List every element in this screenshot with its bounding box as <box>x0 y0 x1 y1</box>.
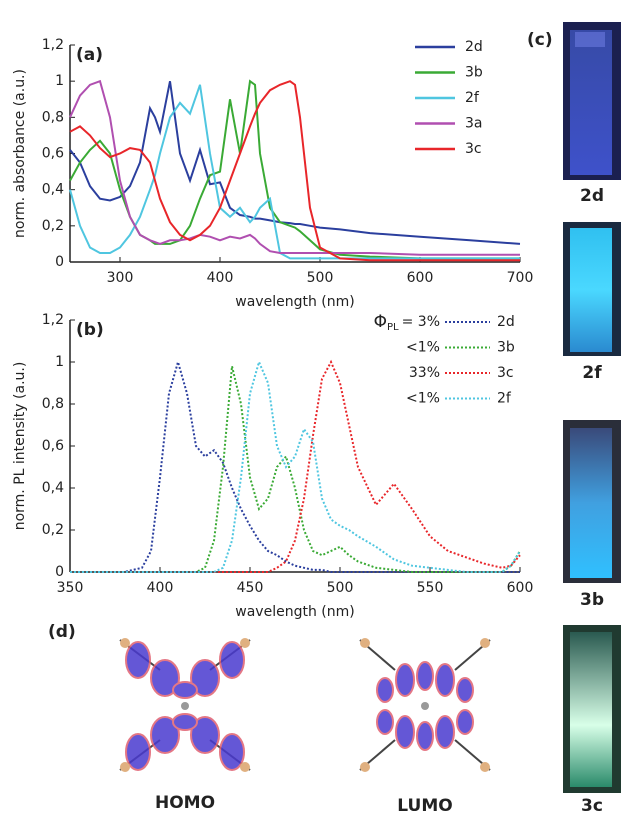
photo <box>563 22 621 180</box>
x-tick-label: 350 <box>57 580 84 596</box>
yield-label: ΦPL = 3% <box>374 312 440 333</box>
x-axis-label: wavelength (nm) <box>235 294 354 310</box>
yield-label: <1% <box>406 340 440 356</box>
y-tick-label: 1,2 <box>42 37 64 53</box>
orbital-label: HOMO <box>155 793 215 813</box>
x-tick-label: 400 <box>147 580 174 596</box>
y-tick-label: 1 <box>55 73 64 89</box>
lumo-orbital <box>359 638 491 772</box>
y-tick-label: 0,4 <box>42 182 64 198</box>
panel-label: (d) <box>48 622 76 642</box>
y-tick-label: 0,2 <box>42 522 64 538</box>
y-tick-label: 0,2 <box>42 218 64 234</box>
panel-label: (a) <box>76 45 103 65</box>
x-tick-label: 700 <box>507 270 534 286</box>
legend-label: 3c <box>465 141 482 157</box>
x-tick-label: 600 <box>407 270 434 286</box>
legend-label: 3b <box>497 340 515 356</box>
x-tick-label: 550 <box>417 580 444 596</box>
x-tick-label: 400 <box>207 270 234 286</box>
series-line <box>70 359 521 573</box>
series-line <box>69 79 520 256</box>
x-tick-label: 300 <box>107 270 134 286</box>
legend-label: 2d <box>497 314 515 330</box>
legend-label: 2f <box>465 90 480 106</box>
photo-label: 3b <box>580 590 604 610</box>
y-tick-label: 0,6 <box>42 146 64 162</box>
photo <box>563 625 621 793</box>
legend-label: 3a <box>465 116 483 132</box>
y-tick-label: 1,2 <box>42 312 64 328</box>
series-line <box>69 84 520 260</box>
photo-label: 2d <box>580 186 604 206</box>
series-line <box>69 80 520 262</box>
yield-label: 33% <box>409 365 440 381</box>
y-axis-label: norm. absorbance (a.u.) <box>12 69 28 238</box>
legend-label: 2f <box>497 391 512 407</box>
y-tick-label: 1 <box>55 354 64 370</box>
x-axis-label: wavelength (nm) <box>235 604 354 620</box>
y-tick-label: 0 <box>55 254 64 270</box>
homo-orbital <box>119 638 251 772</box>
yield-value: <1% <box>406 340 440 356</box>
series-line <box>70 359 521 573</box>
legend-label: 3b <box>465 65 483 81</box>
legend-label: 3c <box>497 365 514 381</box>
legend-label: 2d <box>465 39 483 55</box>
series-line <box>70 358 520 573</box>
photo-label: 2f <box>582 363 602 383</box>
panel-label: (b) <box>76 320 104 340</box>
panel-label: (c) <box>527 30 553 50</box>
x-tick-label: 600 <box>507 580 534 596</box>
yield-value: 33% <box>409 365 440 381</box>
yield-symbol: Φ <box>374 312 387 332</box>
y-tick-label: 0,4 <box>42 480 64 496</box>
y-axis-label: norm. PL intensity (a.u.) <box>12 362 28 531</box>
yield-label: <1% <box>406 391 440 407</box>
x-tick-label: 450 <box>237 580 264 596</box>
photo <box>563 222 621 356</box>
y-tick-label: 0 <box>55 564 64 580</box>
yield-subscript: PL <box>387 322 399 333</box>
orbital-label: LUMO <box>397 796 452 816</box>
yield-value: = 3% <box>402 314 440 330</box>
y-tick-label: 0,6 <box>42 438 64 454</box>
y-tick-label: 0,8 <box>42 396 64 412</box>
x-tick-label: 500 <box>327 580 354 596</box>
photo <box>563 420 621 583</box>
y-tick-label: 0,8 <box>42 109 64 125</box>
x-tick-label: 500 <box>307 270 334 286</box>
yield-value: <1% <box>406 391 440 407</box>
photo-label: 3c <box>581 796 603 816</box>
series-line <box>69 79 520 260</box>
